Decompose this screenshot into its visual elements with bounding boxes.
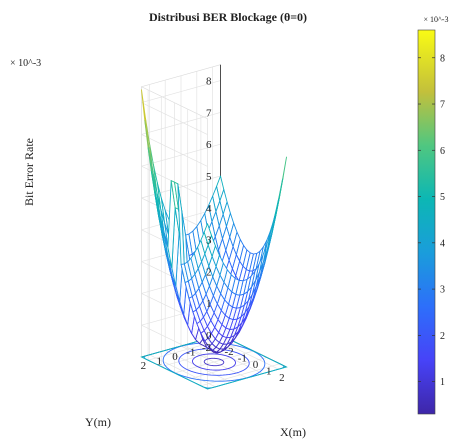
x-axis-label: X(m) (280, 425, 306, 439)
colorbar: × 10^-3 1 2 3 4 5 6 7 8 (418, 15, 448, 414)
z-tick-label: 4 (206, 203, 212, 215)
z-tick-label: 3 (206, 235, 212, 247)
x-tick-label: 0 (253, 359, 259, 371)
z-tick-label: 5 (206, 171, 212, 183)
colorbar-exponent-label: × 10^-3 (424, 15, 449, 24)
colorbar-tick-label: 5 (440, 192, 445, 203)
colorbar-tick-label: 4 (440, 238, 445, 249)
y-tick-label: 1 (156, 355, 162, 367)
z-exponent-label: × 10^-3 (10, 58, 41, 69)
y-tick-label: 0 (172, 351, 178, 363)
x-tick-label: -2 (225, 346, 234, 358)
x-tick-label: 1 (266, 365, 272, 377)
x-tick-label: -1 (238, 353, 247, 365)
y-tick-label: 2 (141, 360, 147, 372)
chart-title: Distribusi BER Blockage (θ=0) (149, 10, 307, 24)
colorbar-tick-label: 2 (440, 331, 445, 342)
colorbar-tick-label: 7 (440, 100, 445, 111)
y-axis-label: Y(m) (85, 415, 111, 429)
colorbar-gradient (418, 30, 435, 414)
z-tick-label: 6 (206, 139, 212, 151)
z-tick-label: 0 (206, 330, 212, 342)
colorbar-tick-label: 6 (440, 146, 445, 157)
z-tick-label: 7 (206, 107, 212, 119)
z-tick-label: 1 (206, 298, 212, 310)
x-tick-label: 2 (279, 372, 285, 384)
z-tick-label: 8 (206, 76, 212, 88)
z-tick-label: 2 (206, 266, 212, 278)
colorbar-tick-label: 8 (440, 53, 445, 64)
colorbar-tick-label: 3 (440, 285, 445, 296)
z-axis-label: Bit Error Rate (22, 138, 36, 206)
y-tick-label: -1 (186, 347, 195, 359)
colorbar-tick-label: 1 (440, 377, 445, 388)
y-tick-label: -2 (202, 342, 211, 354)
